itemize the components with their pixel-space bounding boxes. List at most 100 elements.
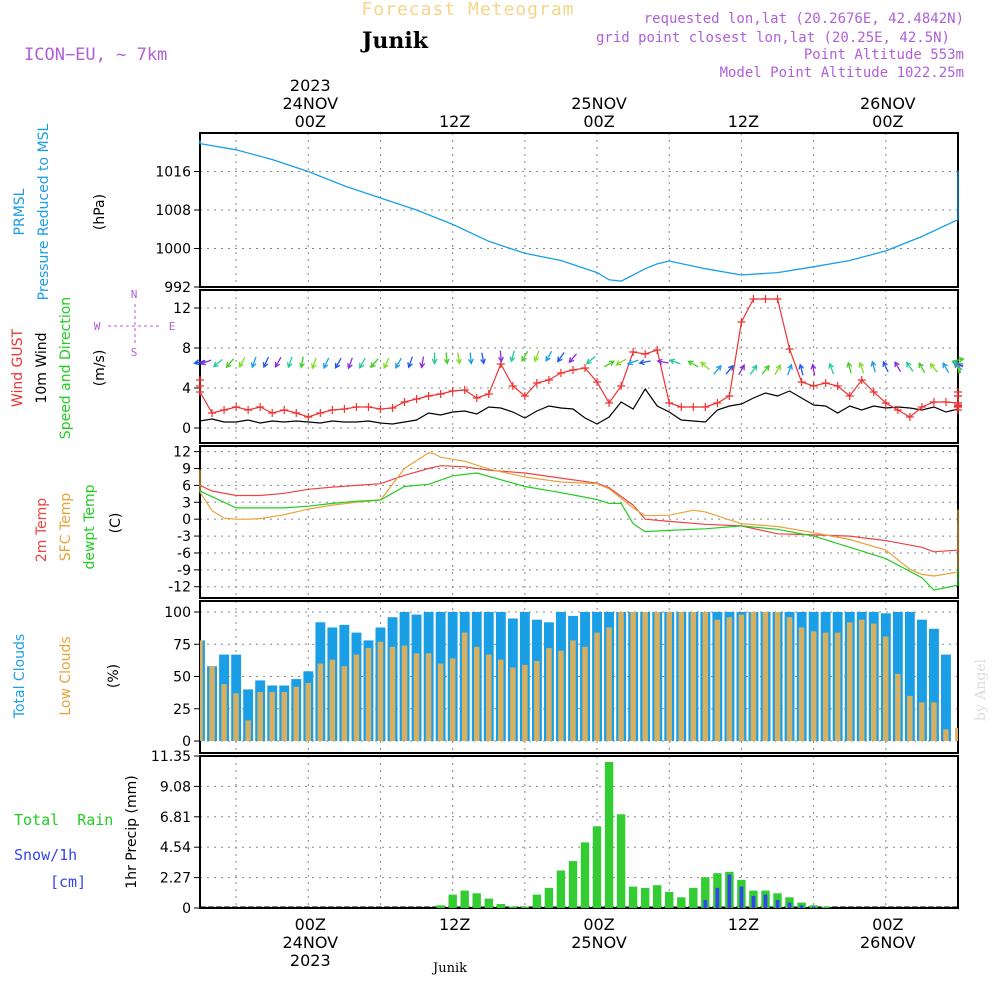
temp-ytick-label: -9 <box>177 563 191 579</box>
wind-gust-marker <box>208 409 217 417</box>
wind-direction-arrow <box>668 358 681 365</box>
rain-bar <box>532 894 542 908</box>
low-cloud-bar <box>955 728 958 741</box>
wind-direction-arrow <box>286 356 293 369</box>
low-cloud-bar <box>726 617 733 741</box>
wind-gust-marker <box>665 399 674 407</box>
temp-ytick-label: 3 <box>182 495 191 511</box>
top-time-label: 24NOV <box>282 94 338 113</box>
low-cloud-bar <box>510 667 516 741</box>
wind-direction-arrow <box>262 356 270 369</box>
low-cloud-bar <box>570 640 576 741</box>
bottom-time-label: 2023 <box>290 951 331 970</box>
rain-bar <box>592 826 602 908</box>
wind-gust-marker <box>929 398 938 406</box>
low-cloud-bar <box>341 666 348 741</box>
wind-direction-arrow <box>882 360 889 373</box>
snow-bar <box>751 895 756 908</box>
wind-gust-marker <box>220 406 229 414</box>
wind-gust-marker <box>472 394 481 402</box>
snow-bar <box>811 906 816 908</box>
temp-sfc-line <box>199 452 959 577</box>
low-cloud-bar <box>738 614 745 741</box>
compass-w: W <box>94 320 101 333</box>
total-cloud-bar <box>243 689 254 741</box>
wind-direction-arrow <box>603 360 615 368</box>
wind-direction-arrow <box>810 363 817 376</box>
wind-gust-marker <box>797 378 806 386</box>
pressure-ytick-label: 1008 <box>155 203 191 219</box>
snow-bar <box>727 874 732 908</box>
top-time-label: 12Z <box>439 112 470 131</box>
wind-direction-arrow <box>713 364 722 375</box>
wind-gust-marker <box>268 409 277 417</box>
wind-gust-marker <box>954 392 962 400</box>
top-time-label: 26NOV <box>860 94 916 113</box>
bottom-time-label: 24NOV <box>282 933 338 952</box>
low-cloud-bar <box>389 646 396 741</box>
cloud-ytick-label: 25 <box>173 702 191 718</box>
low-cloud-bar <box>798 627 805 741</box>
wind-gust-marker <box>376 405 385 413</box>
low-cloud-bar <box>786 617 793 741</box>
wind-gust-marker <box>364 403 373 411</box>
wind-panel: 0 4 8 12 <box>173 289 959 444</box>
rain-bar <box>472 893 481 908</box>
wind-gust-marker <box>893 406 902 414</box>
wind-ytick-label: 12 <box>173 301 191 317</box>
total-cloud-bar <box>941 654 951 741</box>
wind-gust-marker <box>436 390 445 398</box>
wind-direction-arrow <box>521 350 529 362</box>
wind-direction-arrow <box>626 359 639 366</box>
wind-gust-marker <box>316 409 325 417</box>
wind-gust-marker <box>388 404 397 412</box>
wind-gust-marker <box>280 406 289 414</box>
wind-direction-arrow <box>557 352 565 363</box>
low-cloud-bar <box>425 653 432 741</box>
precip-ytick-label: 4.54 <box>160 840 191 856</box>
rain-bar <box>701 877 710 908</box>
wind-gust-marker <box>629 348 638 356</box>
precip-cm-label: [cm] <box>50 873 86 891</box>
bottom-time-label: 12Z <box>439 915 470 934</box>
rain-bar <box>653 885 662 908</box>
low-cloud-bar <box>931 702 937 741</box>
temp-sfc-label: SFC Temp <box>58 493 74 562</box>
wind-gust-marker <box>857 376 866 384</box>
low-cloud-bar <box>377 641 384 741</box>
wind-gust-marker <box>484 390 493 398</box>
low-cloud-bar <box>871 623 877 741</box>
wind-direction-arrow <box>347 357 353 370</box>
wind-ytick-label: 8 <box>182 341 191 357</box>
wind-dir-label: Speed and Direction <box>58 297 74 439</box>
precip-ytick-label: 0 <box>182 901 191 917</box>
low-cloud-bar <box>654 612 660 741</box>
credit-watermark: by Angel <box>973 658 989 721</box>
wind-direction-arrow <box>738 364 745 376</box>
wind-direction-arrow <box>687 360 699 368</box>
low-cloud-bar <box>943 729 949 741</box>
rain-bar <box>568 861 578 908</box>
total-cloud-bar <box>917 619 927 741</box>
low-cloud-bar <box>449 658 456 741</box>
wind-direction-arrow <box>225 358 235 369</box>
wind-gust-label: Wind GUST <box>10 328 26 407</box>
cloud-ytick-label: 0 <box>182 734 191 750</box>
wind-gust-marker <box>593 378 602 386</box>
pressure-panel: 992 1000 1008 1016 <box>155 132 959 296</box>
requested-coords: requested lon,lat (20.2676E, 42.4842N) <box>644 11 964 27</box>
wind-direction-arrow <box>846 361 853 374</box>
low-cloud-bar <box>546 648 552 741</box>
wind-gust-marker <box>641 350 650 358</box>
rain-bar <box>520 906 529 908</box>
compass-s: S <box>131 346 138 359</box>
snow-bar <box>775 900 780 908</box>
wind-direction-arrow <box>407 356 414 369</box>
wind-direction-arrow <box>370 358 379 369</box>
wind-unit: (m/s) <box>92 350 108 387</box>
low-cloud-bar <box>907 695 913 741</box>
rain-bar <box>665 891 674 908</box>
low-cloud-bar <box>810 631 817 741</box>
rain-bar <box>556 870 566 908</box>
wind-gust-marker <box>809 382 818 390</box>
